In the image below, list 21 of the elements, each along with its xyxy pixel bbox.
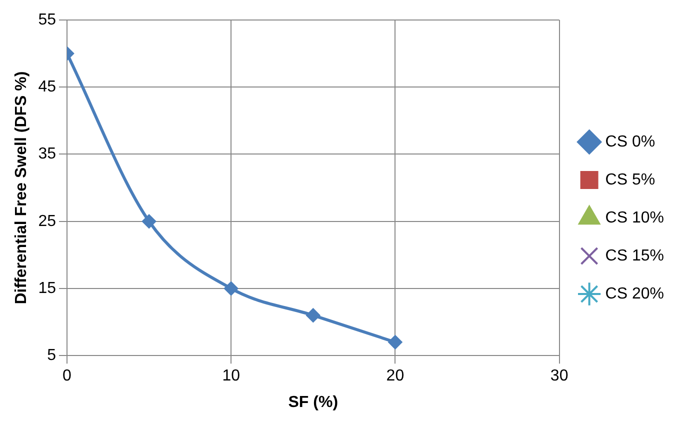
y-tick-label: 25 (38, 212, 56, 230)
y-tick-label: 5 (47, 347, 56, 364)
y-tick-label: 15 (38, 280, 56, 297)
y-tick-label: 35 (38, 146, 56, 163)
x-tick-label: 0 (62, 368, 72, 385)
y-tick-label: 45 (38, 78, 56, 96)
y-tick-label: 55 (38, 11, 56, 28)
y-axis-title: Differential Free Swell (DFS %) (13, 71, 30, 304)
legend-label: CS 5% (605, 171, 656, 188)
point (306, 308, 320, 322)
legend-label: CS 20% (605, 285, 664, 302)
x-tick-label: 30 (550, 368, 568, 385)
x-axis-title: SF (%) (288, 394, 338, 411)
legend-label: CS 0% (605, 133, 656, 150)
legend-label: CS 15% (605, 247, 664, 264)
x-tick-label: 20 (386, 368, 404, 385)
legend-label: CS 10% (605, 209, 664, 226)
point (224, 281, 238, 296)
x-tick-label: 10 (222, 368, 240, 385)
point (388, 335, 402, 350)
point (142, 214, 156, 228)
